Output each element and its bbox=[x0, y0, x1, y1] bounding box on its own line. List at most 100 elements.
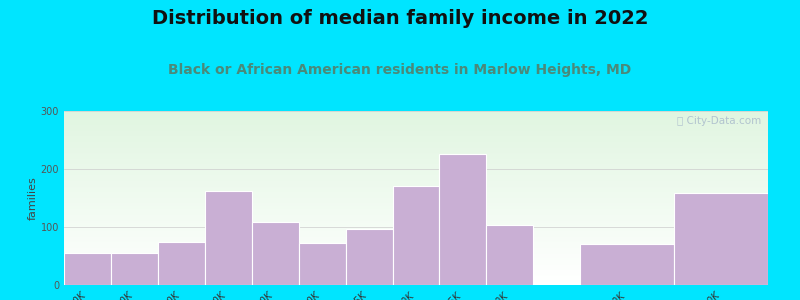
Bar bbox=[64, 125, 768, 126]
Bar bbox=[64, 143, 768, 144]
Bar bbox=[64, 270, 768, 271]
Bar bbox=[64, 181, 768, 182]
Bar bbox=[674, 194, 768, 285]
Bar bbox=[64, 160, 768, 161]
Bar bbox=[64, 160, 768, 161]
Bar bbox=[64, 182, 768, 183]
Bar bbox=[64, 120, 768, 121]
Bar bbox=[64, 239, 768, 240]
Bar bbox=[64, 192, 768, 193]
Bar bbox=[64, 203, 768, 204]
Bar bbox=[64, 234, 768, 235]
Bar bbox=[64, 219, 768, 220]
Bar bbox=[252, 222, 298, 285]
Bar bbox=[64, 222, 768, 223]
Bar bbox=[64, 195, 768, 196]
Bar bbox=[64, 136, 768, 137]
Bar bbox=[64, 138, 768, 139]
Bar bbox=[439, 154, 486, 285]
Bar bbox=[64, 117, 768, 118]
Bar bbox=[64, 198, 768, 199]
Bar bbox=[64, 187, 768, 188]
Bar bbox=[64, 232, 768, 233]
Bar bbox=[64, 254, 768, 255]
Bar bbox=[64, 168, 768, 169]
Bar bbox=[64, 151, 768, 152]
Bar bbox=[64, 272, 768, 273]
Bar bbox=[64, 279, 768, 280]
Bar bbox=[64, 119, 768, 120]
Bar bbox=[64, 144, 768, 145]
Bar bbox=[111, 253, 158, 285]
Bar bbox=[64, 220, 768, 221]
Bar bbox=[64, 149, 768, 150]
Bar bbox=[64, 196, 768, 197]
Bar bbox=[64, 214, 768, 215]
Bar bbox=[64, 209, 768, 210]
Bar bbox=[486, 225, 534, 285]
Bar bbox=[64, 245, 768, 246]
Bar bbox=[64, 277, 768, 278]
Bar bbox=[205, 191, 252, 285]
Bar bbox=[64, 177, 768, 178]
Bar bbox=[64, 281, 768, 282]
Bar bbox=[64, 186, 768, 187]
Bar bbox=[64, 248, 768, 249]
Bar bbox=[64, 237, 768, 238]
Bar bbox=[64, 252, 768, 253]
Bar bbox=[64, 235, 768, 236]
Bar bbox=[64, 211, 768, 212]
Bar bbox=[64, 255, 768, 256]
Bar bbox=[64, 241, 768, 242]
Bar bbox=[64, 258, 768, 259]
Bar bbox=[64, 161, 768, 162]
Bar bbox=[64, 243, 768, 244]
Bar bbox=[64, 118, 768, 119]
Bar bbox=[64, 165, 768, 166]
Bar bbox=[64, 226, 768, 227]
Bar bbox=[64, 112, 768, 113]
Bar bbox=[64, 141, 768, 142]
Bar bbox=[64, 205, 768, 206]
Bar bbox=[64, 231, 768, 232]
Bar bbox=[64, 259, 768, 260]
Bar bbox=[64, 242, 768, 243]
Bar bbox=[64, 257, 768, 258]
Bar bbox=[64, 227, 768, 228]
Bar bbox=[580, 244, 674, 285]
Bar bbox=[64, 122, 768, 123]
Bar bbox=[64, 217, 768, 218]
Bar bbox=[64, 233, 768, 234]
Bar bbox=[64, 111, 768, 112]
Bar bbox=[64, 223, 768, 224]
Bar bbox=[64, 147, 768, 148]
Bar bbox=[64, 274, 768, 275]
Bar bbox=[64, 278, 768, 279]
Bar bbox=[64, 188, 768, 189]
Bar bbox=[64, 132, 768, 133]
Bar bbox=[64, 218, 768, 219]
Bar bbox=[346, 229, 393, 285]
Bar bbox=[64, 230, 768, 231]
Bar bbox=[64, 189, 768, 190]
Bar bbox=[64, 134, 768, 135]
Bar bbox=[64, 164, 768, 165]
Text: ⓘ City-Data.com: ⓘ City-Data.com bbox=[677, 116, 761, 126]
Bar bbox=[64, 249, 768, 250]
Bar bbox=[64, 225, 768, 226]
Bar bbox=[64, 126, 768, 127]
Bar bbox=[64, 190, 768, 191]
Bar bbox=[64, 273, 768, 274]
Bar bbox=[64, 200, 768, 201]
Bar bbox=[64, 169, 768, 170]
Bar bbox=[64, 123, 768, 124]
Bar bbox=[64, 124, 768, 125]
Bar bbox=[64, 268, 768, 269]
Bar bbox=[64, 163, 768, 164]
Text: Distribution of median family income in 2022: Distribution of median family income in … bbox=[152, 9, 648, 28]
Bar bbox=[64, 139, 768, 140]
Bar bbox=[64, 215, 768, 216]
Bar bbox=[64, 171, 768, 172]
Bar bbox=[64, 184, 768, 185]
Bar bbox=[64, 202, 768, 203]
